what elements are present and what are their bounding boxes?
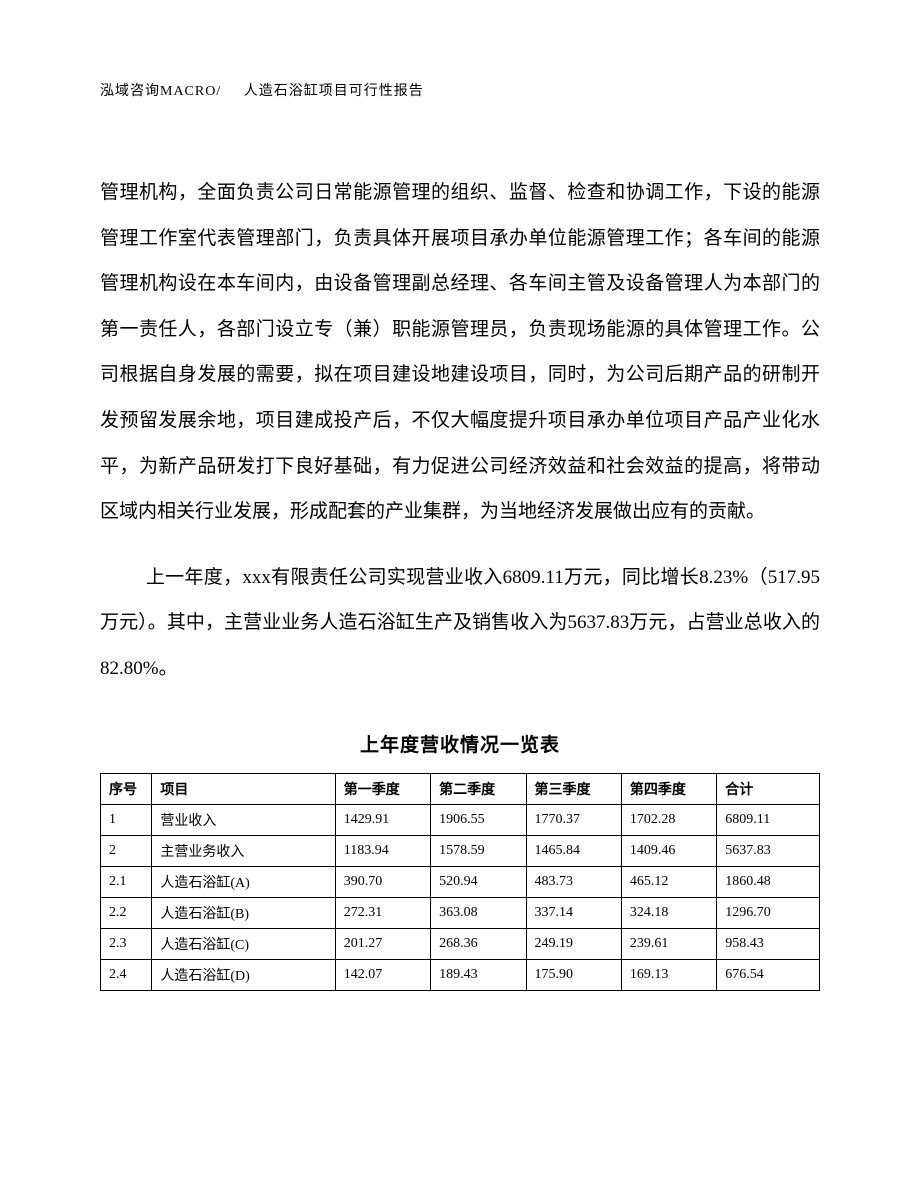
cell-q3: 175.90 [526,959,621,990]
cell-q3: 337.14 [526,897,621,928]
cell-q4: 465.12 [621,866,716,897]
header-title: 人造石浴缸项目可行性报告 [244,84,424,99]
cell-q1: 201.27 [335,928,430,959]
paragraph-2-text: 上一年度，xxx有限责任公司实现营业收入6809.11万元，同比增长8.23%（… [100,567,820,679]
table-row: 2.1 人造石浴缸(A) 390.70 520.94 483.73 465.12… [101,866,820,897]
col-header-q3: 第三季度 [526,773,621,804]
cell-q3: 1770.37 [526,804,621,835]
cell-q2: 520.94 [431,866,526,897]
cell-q2: 363.08 [431,897,526,928]
cell-seq: 1 [101,804,152,835]
col-header-q4: 第四季度 [621,773,716,804]
cell-total: 6809.11 [717,804,820,835]
cell-total: 1860.48 [717,866,820,897]
paragraph-2: 上一年度，xxx有限责任公司实现营业收入6809.11万元，同比增长8.23%（… [100,555,820,692]
col-header-q1: 第一季度 [335,773,430,804]
cell-q3: 483.73 [526,866,621,897]
cell-total: 676.54 [717,959,820,990]
header-company: 泓域咨询MACRO/ [100,84,221,99]
cell-q2: 268.36 [431,928,526,959]
col-header-seq: 序号 [101,773,152,804]
cell-item: 人造石浴缸(D) [152,959,335,990]
cell-seq: 2.2 [101,897,152,928]
cell-q4: 324.18 [621,897,716,928]
cell-q3: 1465.84 [526,835,621,866]
cell-item: 营业收入 [152,804,335,835]
cell-q2: 1906.55 [431,804,526,835]
cell-item: 人造石浴缸(B) [152,897,335,928]
cell-q2: 1578.59 [431,835,526,866]
cell-q1: 1429.91 [335,804,430,835]
cell-q2: 189.43 [431,959,526,990]
table-header-row: 序号 项目 第一季度 第二季度 第三季度 第四季度 合计 [101,773,820,804]
cell-seq: 2.4 [101,959,152,990]
table-row: 2.3 人造石浴缸(C) 201.27 268.36 249.19 239.61… [101,928,820,959]
cell-q1: 272.31 [335,897,430,928]
cell-total: 958.43 [717,928,820,959]
table-row: 2 主营业务收入 1183.94 1578.59 1465.84 1409.46… [101,835,820,866]
col-header-item: 项目 [152,773,335,804]
cell-item: 人造石浴缸(C) [152,928,335,959]
paragraph-1-text: 管理机构，全面负责公司日常能源管理的组织、监督、检查和协调工作，下设的能源管理工… [100,182,820,522]
revenue-table: 序号 项目 第一季度 第二季度 第三季度 第四季度 合计 1 营业收入 1429… [100,773,820,991]
cell-q4: 239.61 [621,928,716,959]
cell-q4: 1409.46 [621,835,716,866]
cell-seq: 2.1 [101,866,152,897]
col-header-total: 合计 [717,773,820,804]
cell-item: 人造石浴缸(A) [152,866,335,897]
table-row: 2.4 人造石浴缸(D) 142.07 189.43 175.90 169.13… [101,959,820,990]
page-header: 泓域咨询MACRO/ 人造石浴缸项目可行性报告 [100,80,820,100]
cell-total: 5637.83 [717,835,820,866]
cell-q1: 1183.94 [335,835,430,866]
col-header-q2: 第二季度 [431,773,526,804]
cell-item: 主营业务收入 [152,835,335,866]
cell-seq: 2.3 [101,928,152,959]
cell-q1: 390.70 [335,866,430,897]
table-title: 上年度营收情况一览表 [100,730,820,757]
table-row: 1 营业收入 1429.91 1906.55 1770.37 1702.28 6… [101,804,820,835]
cell-q4: 169.13 [621,959,716,990]
cell-total: 1296.70 [717,897,820,928]
cell-q1: 142.07 [335,959,430,990]
cell-q3: 249.19 [526,928,621,959]
cell-q4: 1702.28 [621,804,716,835]
paragraph-1: 管理机构，全面负责公司日常能源管理的组织、监督、检查和协调工作，下设的能源管理工… [100,170,820,535]
cell-seq: 2 [101,835,152,866]
table-row: 2.2 人造石浴缸(B) 272.31 363.08 337.14 324.18… [101,897,820,928]
